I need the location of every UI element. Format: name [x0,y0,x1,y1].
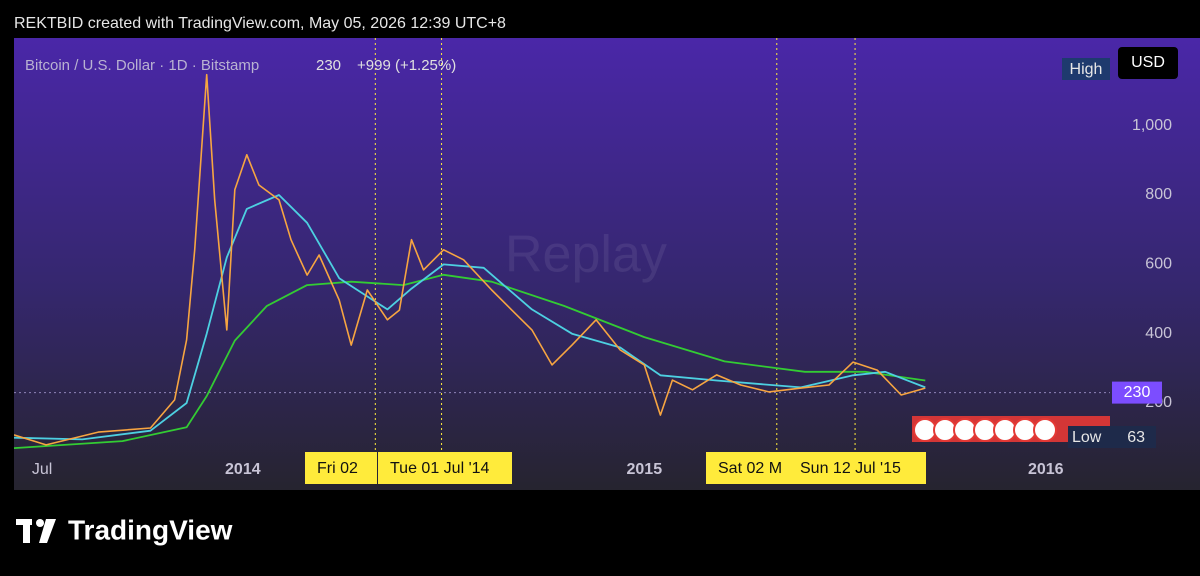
event-label: Sat 02 M [718,460,782,477]
x-tick-label: 2014 [225,461,261,478]
chart-title: Bitcoin / U.S. Dollar · 1D · Bitstamp [25,57,259,74]
event-box [788,452,926,484]
x-tick-label: 2015 [627,461,663,478]
x-tick-label: 2016 [1028,461,1064,478]
logo [16,519,56,543]
y-tick-label: 600 [1145,256,1172,273]
high-label: High [1070,61,1103,78]
last-price: 230 [316,57,341,74]
currency[interactable]: USD [1131,54,1165,71]
y-tick-label: 400 [1145,325,1172,342]
watermark: Replay [505,226,667,284]
event-box [706,452,790,484]
low-box [1068,426,1156,448]
price-change: +999 (+1.25%) [357,57,456,74]
currency-box[interactable] [1118,47,1178,79]
y-tick-label: 1,000 [1132,117,1172,134]
event-label: Fri 02 [317,460,358,477]
plot [14,38,1110,455]
plot-area [14,38,1200,490]
high-box [1062,58,1110,80]
event-box [378,452,512,484]
last-price-tag: 230 [1124,384,1151,401]
series-line [14,194,926,441]
low-label: Low [1072,429,1102,446]
last-price-box [1112,381,1162,404]
y-tick-label: 800 [1145,186,1172,203]
event-box [305,452,377,484]
x-tick-label: Jul [32,461,52,478]
event-label: Sun 12 Jul '15 [800,460,901,477]
series-line [14,73,926,446]
brand: TradingView [68,514,233,545]
low-value: 63 [1127,429,1145,446]
credit: REKTBID created with TradingView.com, Ma… [14,15,506,32]
event-label: Tue 01 Jul '14 [390,460,490,477]
